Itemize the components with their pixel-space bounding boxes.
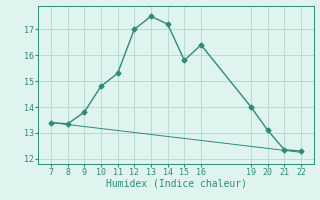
X-axis label: Humidex (Indice chaleur): Humidex (Indice chaleur) — [106, 179, 246, 189]
